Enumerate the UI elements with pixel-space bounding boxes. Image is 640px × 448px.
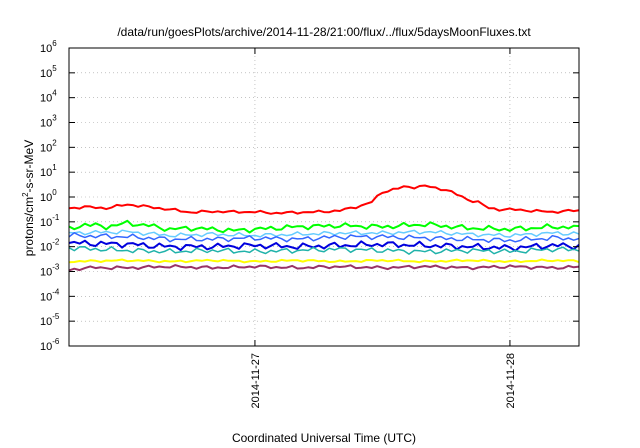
y-tick-label: 101 (40, 163, 57, 179)
series-lines (68, 184, 580, 272)
y-tick-label: 10-3 (40, 263, 60, 279)
y-tick-label: 10-2 (40, 238, 60, 254)
y-axis-label-units: -s-sr-MeV (22, 140, 36, 193)
y-axis-label: protons/cm2-s-sr-MeV (21, 140, 36, 256)
x-tick-label: 2014-11-28 (505, 353, 517, 408)
y-tick-exponent: -3 (52, 263, 60, 272)
y-tick-exponent: 3 (52, 114, 57, 123)
y-tick-base: 10 (40, 118, 52, 130)
y-tick-base: 10 (40, 68, 52, 80)
y-tick-label: 10-5 (40, 312, 60, 328)
y-tick-exponent: 5 (52, 64, 57, 73)
y-tick-exponent: -4 (52, 287, 60, 296)
y-tick-label: 10-4 (40, 287, 60, 303)
series-line (68, 258, 580, 264)
y-tick-exponent: -5 (52, 312, 60, 321)
series-line (68, 246, 580, 255)
chart-title: /data/run/goesPlots/archive/2014-11-28/2… (117, 25, 531, 39)
y-tick-base: 10 (40, 142, 52, 154)
y-tick-exponent: -2 (52, 238, 60, 247)
y-tick-base: 10 (40, 192, 52, 204)
y-tick-exponent: 4 (52, 89, 57, 98)
series-line (68, 239, 580, 252)
y-tick-base: 10 (40, 93, 52, 105)
x-tick-label: 2014-11-27 (250, 353, 262, 408)
y-tick-base: 10 (40, 242, 52, 254)
y-axis-label-superscript: 2 (21, 192, 30, 197)
y-tick-exponent: -1 (52, 213, 60, 222)
y-tick-label: 100 (40, 188, 57, 204)
y-tick-exponent: 0 (52, 188, 57, 197)
y-tick-label: 103 (40, 114, 57, 130)
y-tick-label: 10-1 (40, 213, 60, 229)
y-tick-base: 10 (40, 291, 52, 303)
y-tick-label: 104 (40, 89, 57, 105)
x-axis-label: Coordinated Universal Time (UTC) (232, 431, 416, 445)
y-tick-exponent: 2 (52, 138, 57, 147)
axis-ticks (69, 47, 579, 347)
series-line (68, 264, 580, 272)
y-tick-exponent: 1 (52, 163, 57, 172)
x-tick-labels: 2014-11-27 2014-11-28 (250, 353, 517, 408)
y-axis-label-main: protons/cm (22, 197, 36, 256)
y-tick-base: 10 (40, 167, 52, 179)
y-tick-label: 10-6 (40, 337, 60, 353)
series-line (68, 229, 580, 238)
y-tick-base: 10 (40, 43, 52, 55)
y-tick-labels: 10-610-510-410-310-210-11001011021031041… (40, 39, 60, 353)
series-line (68, 219, 580, 234)
y-tick-base: 10 (40, 267, 52, 279)
series-line (68, 232, 580, 244)
y-tick-base: 10 (40, 316, 52, 328)
y-tick-base: 10 (40, 341, 52, 353)
y-tick-label: 102 (40, 138, 57, 154)
y-tick-label: 105 (40, 64, 57, 80)
y-tick-exponent: -6 (52, 337, 60, 346)
y-tick-label: 106 (40, 39, 57, 55)
series-line (68, 184, 580, 215)
y-tick-base: 10 (40, 217, 52, 229)
grid-lines (69, 48, 579, 346)
y-tick-exponent: 6 (52, 39, 57, 48)
